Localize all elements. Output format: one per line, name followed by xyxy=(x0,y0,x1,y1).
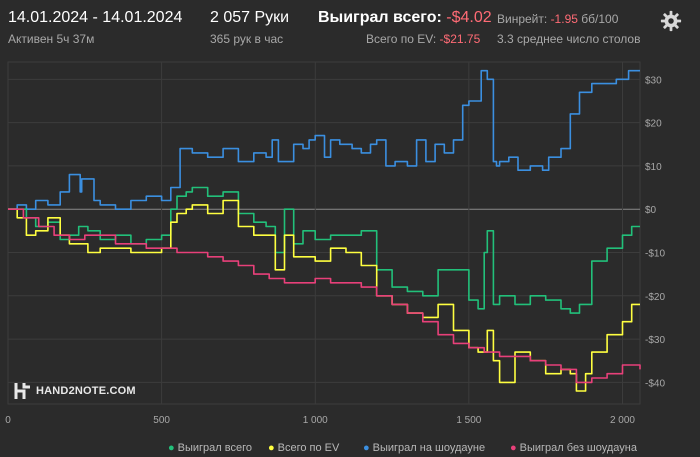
ev-total-value: -$21.75 xyxy=(439,32,481,46)
ev-total-label: Всего по EV: xyxy=(366,32,437,46)
y-tick-label: -$10 xyxy=(645,248,665,259)
y-tick-label: $20 xyxy=(645,119,662,130)
won-total: Выиграл всего: -$4.02 xyxy=(318,9,492,27)
x-tick-label: 500 xyxy=(153,415,170,426)
winrate: Винрейт: -1.95 бб/100 xyxy=(497,12,618,26)
won-total-label: Выиграл всего: xyxy=(318,9,442,26)
profit-chart: $30 $20 $10 $0 -$10 -$20 -$30 -$40 0 500 1 000 1 5… xyxy=(5,61,665,426)
date-range: 14.01.2024 - 14.01.2024 xyxy=(8,9,183,26)
logo-text: HAND2NOTE.COM xyxy=(36,385,136,397)
hands-count: 2 057 Руки xyxy=(210,9,290,26)
legend-item-0[interactable]: ● Выиграл всего xyxy=(168,442,252,454)
y-tick-label: $30 xyxy=(645,75,662,86)
ev-total: Всего по EV: -$21.75 xyxy=(366,32,480,46)
chart-legend: ● Выиграл всего ● Всего по EV ● Выиграл на шо… xyxy=(0,436,700,457)
legend-label: Выиграл на шоудауне xyxy=(372,442,486,454)
series-line-1 xyxy=(8,186,640,314)
gear-icon[interactable] xyxy=(660,10,682,32)
x-tick-label: 1 500 xyxy=(456,415,481,426)
y-axis: $30 $20 $10 $0 -$10 -$20 -$30 -$40 xyxy=(645,75,665,389)
hands-per-hour: 365 рук в час xyxy=(210,32,284,46)
y-tick-label: -$30 xyxy=(645,335,665,346)
legend-label: Выиграл без шоудауна xyxy=(519,442,637,454)
x-tick-label: 2 000 xyxy=(610,415,635,426)
y-tick-label: $10 xyxy=(645,162,662,173)
x-tick-label: 0 xyxy=(5,415,11,426)
legend-item-3[interactable]: ● Выиграл без шоудауна xyxy=(510,442,637,454)
y-tick-label: -$40 xyxy=(645,378,665,389)
series-line-0 xyxy=(8,69,640,210)
chart-grid xyxy=(7,61,641,405)
legend-item-2[interactable]: ● Выиграл на шоудауне xyxy=(363,442,485,454)
chart-series xyxy=(8,69,641,392)
legend-dot-icon: ● xyxy=(510,442,517,454)
x-axis: 0 500 1 000 1 500 2 000 xyxy=(5,415,635,426)
avg-tables: 3.3 среднее число столов xyxy=(497,32,641,46)
legend-label: Выиграл всего xyxy=(177,442,252,454)
legend-dot-icon: ● xyxy=(268,442,275,454)
stats-header: 14.01.2024 - 14.01.2024 Активен 5ч 37м 2… xyxy=(0,0,700,52)
winrate-label: Винрейт: xyxy=(497,12,548,26)
series-line-3 xyxy=(8,208,641,384)
winrate-unit: бб/100 xyxy=(581,12,619,26)
x-tick-label: 1 000 xyxy=(303,415,328,426)
logo-icon xyxy=(14,383,30,399)
legend-dot-icon: ● xyxy=(168,442,175,454)
y-tick-label: -$20 xyxy=(645,292,665,303)
plot-frame xyxy=(7,61,641,405)
legend-item-1[interactable]: ● Всего по EV xyxy=(268,442,339,454)
legend-dot-icon: ● xyxy=(363,442,370,454)
winrate-value: -1.95 xyxy=(550,12,578,26)
series-line-2 xyxy=(8,199,640,392)
won-total-value: -$4.02 xyxy=(446,9,492,26)
legend-label: Всего по EV xyxy=(277,442,340,454)
active-time: Активен 5ч 37м xyxy=(8,32,95,46)
y-tick-label: $0 xyxy=(645,205,657,216)
